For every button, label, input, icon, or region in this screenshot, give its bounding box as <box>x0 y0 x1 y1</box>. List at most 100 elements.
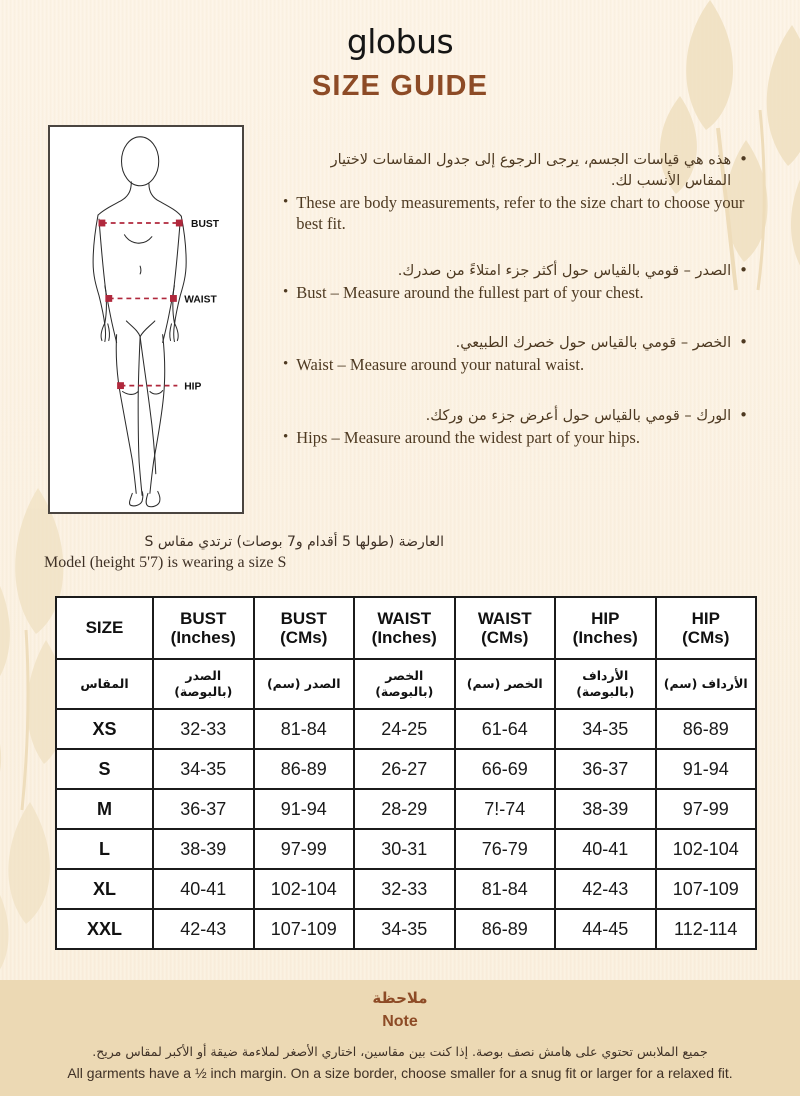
cell-waist-in: 30-31 <box>353 828 456 870</box>
cell-hip-cm: 91-94 <box>654 748 757 790</box>
cell-hip-cm: 102-104 <box>654 828 757 870</box>
table-row: L 38-39 97-99 30-31 76-79 40-41 102-104 <box>55 828 757 870</box>
table-header-row-en: SIZE BUST (Inches) BUST (CMs) WAIST (Inc… <box>55 596 757 660</box>
instruction-block-hips: • الورك – قومي بالقياس حول أعرض جزء من و… <box>283 406 748 448</box>
cell-bust-in: 38-39 <box>152 828 255 870</box>
list-item: • Waist – Measure around your natural wa… <box>283 354 748 375</box>
table-row: S 34-35 86-89 26-27 66-69 36-37 91-94 <box>55 748 757 790</box>
col-header-bust-inches: BUST (Inches) <box>152 596 255 660</box>
col-header-bust-inches-ar: الصدر (بالبوصة) <box>152 658 255 710</box>
cell-hip-in: 34-35 <box>554 708 657 750</box>
cell-bust-cm: 102-104 <box>252 868 355 910</box>
size-chart-table: SIZE BUST (Inches) BUST (CMs) WAIST (Inc… <box>55 596 757 950</box>
page-title: SIZE GUIDE <box>311 70 489 103</box>
cell-size: XS <box>55 708 154 750</box>
waist-label: WAIST <box>184 294 217 305</box>
cell-hip-in: 44-45 <box>554 908 657 950</box>
instruction-text-ar: الصدر – قومي بالقياس حول أكثر جزء امتلاء… <box>397 262 732 279</box>
model-caption: العارضة (طولها 5 أقدام و7 بوصات) ترتدي م… <box>44 533 444 574</box>
bullet-dot-icon: • <box>283 356 289 373</box>
col-header-hip-inches: HIP (Inches) <box>554 596 657 660</box>
instruction-text-ar: الخصر – قومي بالقياس حول خصرك الطبيعي. <box>455 335 732 352</box>
instruction-text-en: These are body measurements, refer to th… <box>296 193 745 234</box>
model-caption-ar: العارضة (طولها 5 أقدام و7 بوصات) ترتدي م… <box>144 534 444 550</box>
cell-size: M <box>55 788 154 830</box>
list-item: • These are body measurements, refer to … <box>283 192 748 235</box>
col-header-bust-cms-ar: الصدر (سم) <box>252 658 355 710</box>
cell-hip-cm: 86-89 <box>654 708 757 750</box>
cell-waist-cm: 76-79 <box>453 828 556 870</box>
cell-hip-in: 42-43 <box>554 868 657 910</box>
cell-hip-cm: 97-99 <box>654 788 757 830</box>
cell-size: XXL <box>55 908 154 950</box>
bullet-dot-icon: • <box>283 283 289 300</box>
cell-size: L <box>55 828 154 870</box>
note-title-ar: ملاحظة <box>372 989 428 1007</box>
female-body-diagram: BUST WAIST HIP <box>92 136 220 508</box>
col-header-size-ar: المقاس <box>55 658 154 710</box>
waist-measure-line <box>105 295 177 302</box>
instruction-text-en: Bust – Measure around the fullest part o… <box>296 282 644 302</box>
cell-waist-in: 24-25 <box>353 708 456 750</box>
table-header-row-ar: المقاس الصدر (بالبوصة) الصدر (سم) الخصر … <box>55 658 757 710</box>
size-chart-body: XS 32-33 81-84 24-25 61-64 34-35 86-89 S… <box>55 708 757 950</box>
bust-measure-line <box>98 219 183 227</box>
col-header-hip-inches-ar: الأرداف (بالبوصة) <box>554 658 657 710</box>
list-item: • الخصر – قومي بالقياس حول خصرك الطبيعي. <box>283 333 748 354</box>
cell-bust-cm: 97-99 <box>252 828 355 870</box>
list-item: • هذه هي قياسات الجسم، يرجى الرجوع إلى ج… <box>283 150 748 192</box>
list-item: • الصدر – قومي بالقياس حول أكثر جزء امتل… <box>283 261 748 282</box>
brand-logo: globus <box>346 22 454 61</box>
cell-waist-cm: 7!-74 <box>453 788 556 830</box>
cell-hip-in: 38-39 <box>554 788 657 830</box>
measurement-instructions: • هذه هي قياسات الجسم، يرجى الرجوع إلى ج… <box>283 150 748 465</box>
bullet-dot-icon: • <box>283 428 289 445</box>
col-header-size: SIZE <box>55 596 154 660</box>
instruction-block-bust: • الصدر – قومي بالقياس حول أكثر جزء امتل… <box>283 261 748 303</box>
col-header-waist-inches-ar: الخصر (بالبوصة) <box>353 658 456 710</box>
table-row: M 36-37 91-94 28-29 7!-74 38-39 97-99 <box>55 788 757 830</box>
cell-bust-in: 34-35 <box>152 748 255 790</box>
instruction-text-ar: الورك – قومي بالقياس حول أعرض جزء من ورك… <box>425 407 732 424</box>
list-item: • Bust – Measure around the fullest part… <box>283 282 748 303</box>
col-header-waist-inches: WAIST (Inches) <box>353 596 456 660</box>
cell-bust-in: 36-37 <box>152 788 255 830</box>
list-item: • Hips – Measure around the widest part … <box>283 427 748 448</box>
col-header-waist-cms: WAIST (CMs) <box>453 596 556 660</box>
cell-hip-in: 40-41 <box>554 828 657 870</box>
instruction-text-en: Hips – Measure around the widest part of… <box>296 427 640 447</box>
cell-bust-cm: 91-94 <box>252 788 355 830</box>
cell-hip-cm: 107-109 <box>654 868 757 910</box>
col-header-hip-cms-ar: الأرداف (سم) <box>654 658 757 710</box>
bullet-dot-icon: • <box>739 150 748 168</box>
note-body-en: All garments have a ½ inch margin. On a … <box>67 1064 733 1081</box>
bust-label: BUST <box>191 219 220 230</box>
instruction-text-en: Waist – Measure around your natural wais… <box>296 355 585 375</box>
cell-bust-in: 32-33 <box>152 708 255 750</box>
cell-bust-cm: 107-109 <box>252 908 355 950</box>
model-figure-frame: BUST WAIST HIP <box>48 125 244 514</box>
cell-bust-in: 40-41 <box>152 868 255 910</box>
table-row: XL 40-41 102-104 32-33 81-84 42-43 107-1… <box>55 868 757 910</box>
cell-waist-cm: 61-64 <box>453 708 556 750</box>
page-header: globus SIZE GUIDE <box>0 22 800 103</box>
col-header-hip-cms: HIP (CMs) <box>654 596 757 660</box>
cell-waist-in: 32-33 <box>353 868 456 910</box>
hip-measure-line <box>117 382 178 390</box>
instruction-text-ar: هذه هي قياسات الجسم، يرجى الرجوع إلى جدو… <box>330 152 732 190</box>
col-header-bust-cms: BUST (CMs) <box>252 596 355 660</box>
cell-waist-cm: 86-89 <box>453 908 556 950</box>
cell-waist-in: 34-35 <box>353 908 456 950</box>
list-item: • الورك – قومي بالقياس حول أعرض جزء من و… <box>283 406 748 427</box>
cell-waist-cm: 81-84 <box>453 868 556 910</box>
hip-label: HIP <box>184 382 201 393</box>
table-row: XS 32-33 81-84 24-25 61-64 34-35 86-89 <box>55 708 757 750</box>
cell-waist-in: 26-27 <box>353 748 456 790</box>
cell-waist-in: 28-29 <box>353 788 456 830</box>
cell-bust-cm: 86-89 <box>252 748 355 790</box>
cell-hip-cm: 112-114 <box>654 908 757 950</box>
note-title-en: Note <box>382 1012 418 1030</box>
cell-size: S <box>55 748 154 790</box>
cell-waist-cm: 66-69 <box>453 748 556 790</box>
cell-hip-in: 36-37 <box>554 748 657 790</box>
